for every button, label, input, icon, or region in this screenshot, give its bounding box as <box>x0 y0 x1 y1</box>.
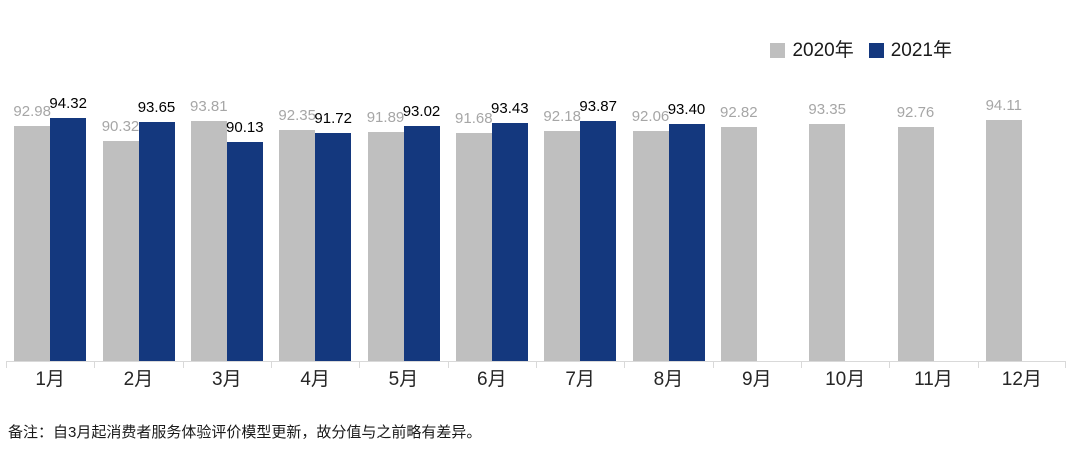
value-label-2021-m7: 93.87 <box>579 97 617 115</box>
x-axis-label-m6: 6月 <box>477 369 507 390</box>
x-axis-label-m7: 7月 <box>565 369 595 390</box>
bar-2020-m2 <box>102 141 139 361</box>
x-axis-label-m2: 2月 <box>123 369 154 390</box>
value-label-2021-m6: 93.43 <box>491 100 529 118</box>
value-label-2020-m4: 92.35 <box>278 106 316 124</box>
value-label-2021-m2: 93.65 <box>137 99 176 117</box>
bar-2020-m5 <box>367 132 404 361</box>
footnote-text: 备注：自3月起消费者服务体验评价模型更新，故分值与之前略有差异。 <box>8 424 482 441</box>
axis-tick <box>94 361 96 368</box>
value-label-2021-m3: 90.13 <box>226 119 264 137</box>
axis-tick <box>1065 361 1066 368</box>
value-label-2020-m12: 94.11 <box>985 96 1023 114</box>
x-axis-label-m1: 1月 <box>35 369 65 390</box>
axis-tick <box>536 361 537 368</box>
x-axis-label-m12: 12月 <box>1001 369 1042 390</box>
value-label-2021-m4: 91.72 <box>314 110 352 128</box>
bar-2020-m12 <box>985 119 1022 361</box>
value-label-2020-m1: 92.98 <box>13 103 51 120</box>
bar-2020-m8 <box>632 131 669 361</box>
value-label-2020-m5: 91.89 <box>366 109 405 127</box>
legend-label-2020: 2020年 <box>792 40 854 61</box>
bar-2021-m3 <box>226 142 263 361</box>
x-axis-label-m3: 3月 <box>212 369 242 390</box>
x-axis: 1月 2月 3月 4月 5月 6月 7月 8月 9月 10月 11月 12月 <box>6 368 1066 394</box>
plot-area: 92.98 94.32 90.32 93.65 93.81 90.13 92.35 91.72… <box>6 80 1066 368</box>
bar-2020-m7 <box>544 130 581 361</box>
bar-2021-m6 <box>491 123 528 361</box>
axis-tick <box>801 361 802 368</box>
value-label-2020-m8: 92.06 <box>631 108 670 126</box>
value-label-2021-m8: 93.40 <box>667 100 706 118</box>
value-label-2020-m2: 90.32 <box>101 118 140 136</box>
value-label-2021-m5: 93.02 <box>402 102 441 120</box>
bar-2020-m1 <box>14 126 51 361</box>
bar-2020-m11 <box>897 127 934 361</box>
bar-2020-m10 <box>809 123 846 361</box>
axis-tick <box>889 361 891 368</box>
value-label-2020-m7: 92.18 <box>543 107 581 125</box>
value-label-2021-m1: 94.32 <box>49 95 87 113</box>
bar-2020-m4 <box>279 129 316 361</box>
bar-2021-m1 <box>50 118 87 361</box>
x-axis-label-m4: 4月 <box>300 369 330 390</box>
axis-tick <box>624 361 626 368</box>
chart-legend: 2020年 2021年 <box>770 40 952 61</box>
legend-item-2020: 2020年 <box>770 40 854 61</box>
x-axis-label-m5: 5月 <box>388 369 419 390</box>
axis-tick <box>271 361 272 368</box>
value-label-2020-m3: 93.81 <box>190 98 228 116</box>
value-label-2020-m9: 92.82 <box>720 103 758 121</box>
value-label-2020-m6: 91.68 <box>455 110 493 128</box>
legend-item-2021: 2021年 <box>868 40 952 61</box>
legend-label-2021: 2021年 <box>890 40 952 61</box>
bar-2021-m5 <box>403 125 440 361</box>
axis-tick <box>447 361 449 368</box>
bar-2021-m4 <box>315 133 352 361</box>
bar-2021-m8 <box>668 123 705 361</box>
axis-tick <box>977 361 979 368</box>
x-axis-label-m8: 8月 <box>653 369 684 390</box>
value-label-2020-m10: 93.35 <box>808 100 846 118</box>
bar-2020-m3 <box>190 121 227 361</box>
value-label-2020-m11: 92.76 <box>896 104 935 122</box>
axis-tick <box>359 361 361 368</box>
x-axis-label-m9: 9月 <box>742 369 772 390</box>
bar-2021-m2 <box>138 122 175 361</box>
bar-2020-m9 <box>720 126 757 361</box>
legend-swatch-2020 <box>770 43 786 58</box>
x-axis-label-m11: 11月 <box>914 369 953 390</box>
axis-tick <box>712 361 714 368</box>
bar-2021-m7 <box>580 120 617 361</box>
bar-2020-m6 <box>455 133 492 361</box>
x-axis-label-m10: 10月 <box>825 369 866 390</box>
axis-tick <box>6 361 7 368</box>
axis-tick <box>182 361 184 368</box>
legend-swatch-2021 <box>868 43 884 58</box>
